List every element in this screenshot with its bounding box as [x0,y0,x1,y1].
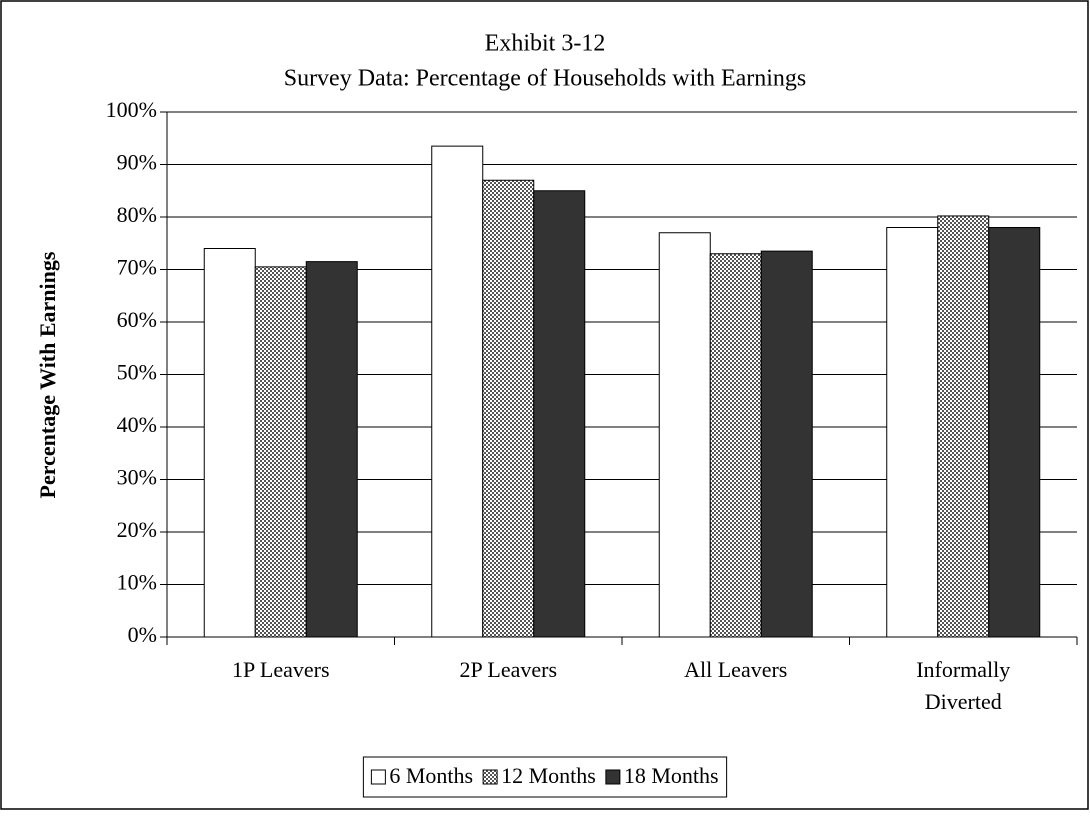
bar [658,232,711,638]
legend-label: 6 Months [389,763,473,788]
bar [760,250,813,638]
y-tick-label: 80% [117,202,157,227]
bar [305,261,358,638]
bar [937,215,990,638]
legend-box [362,756,728,798]
legend-swatch [605,769,621,785]
y-tick-label: 100% [106,97,157,122]
y-tick-label: 20% [117,517,157,542]
x-tick-label: Informally Diverted [916,657,1011,714]
y-tick-label: 40% [117,412,157,437]
bar [886,227,939,638]
bar [431,145,484,638]
x-tick-label: 2P Leavers [459,657,558,682]
bar [988,227,1041,638]
chart-subtitle: Survey Data: Percentage of Households wi… [284,66,807,92]
bar [533,190,586,638]
legend-swatch [370,769,386,785]
bar [203,248,256,638]
y-tick-label: 50% [117,360,157,385]
y-tick-label: 60% [117,307,157,332]
x-tick-label: All Leavers [684,657,788,682]
legend-swatch [482,769,498,785]
bar [254,266,307,638]
x-tick-label: 1P Leavers [231,657,330,682]
y-tick-label: 90% [117,150,157,175]
legend-label: 12 Months [501,763,596,788]
bar [482,179,535,638]
y-tick-label: 30% [117,465,157,490]
legend-label: 18 Months [624,763,719,788]
bar [709,253,762,638]
y-tick-label: 10% [117,570,157,595]
y-tick-label: 0% [128,622,157,647]
y-tick-label: 70% [117,255,157,280]
chart-title: Exhibit 3-12 [485,31,606,57]
y-axis-label: Percentage With Earnings [35,251,60,498]
